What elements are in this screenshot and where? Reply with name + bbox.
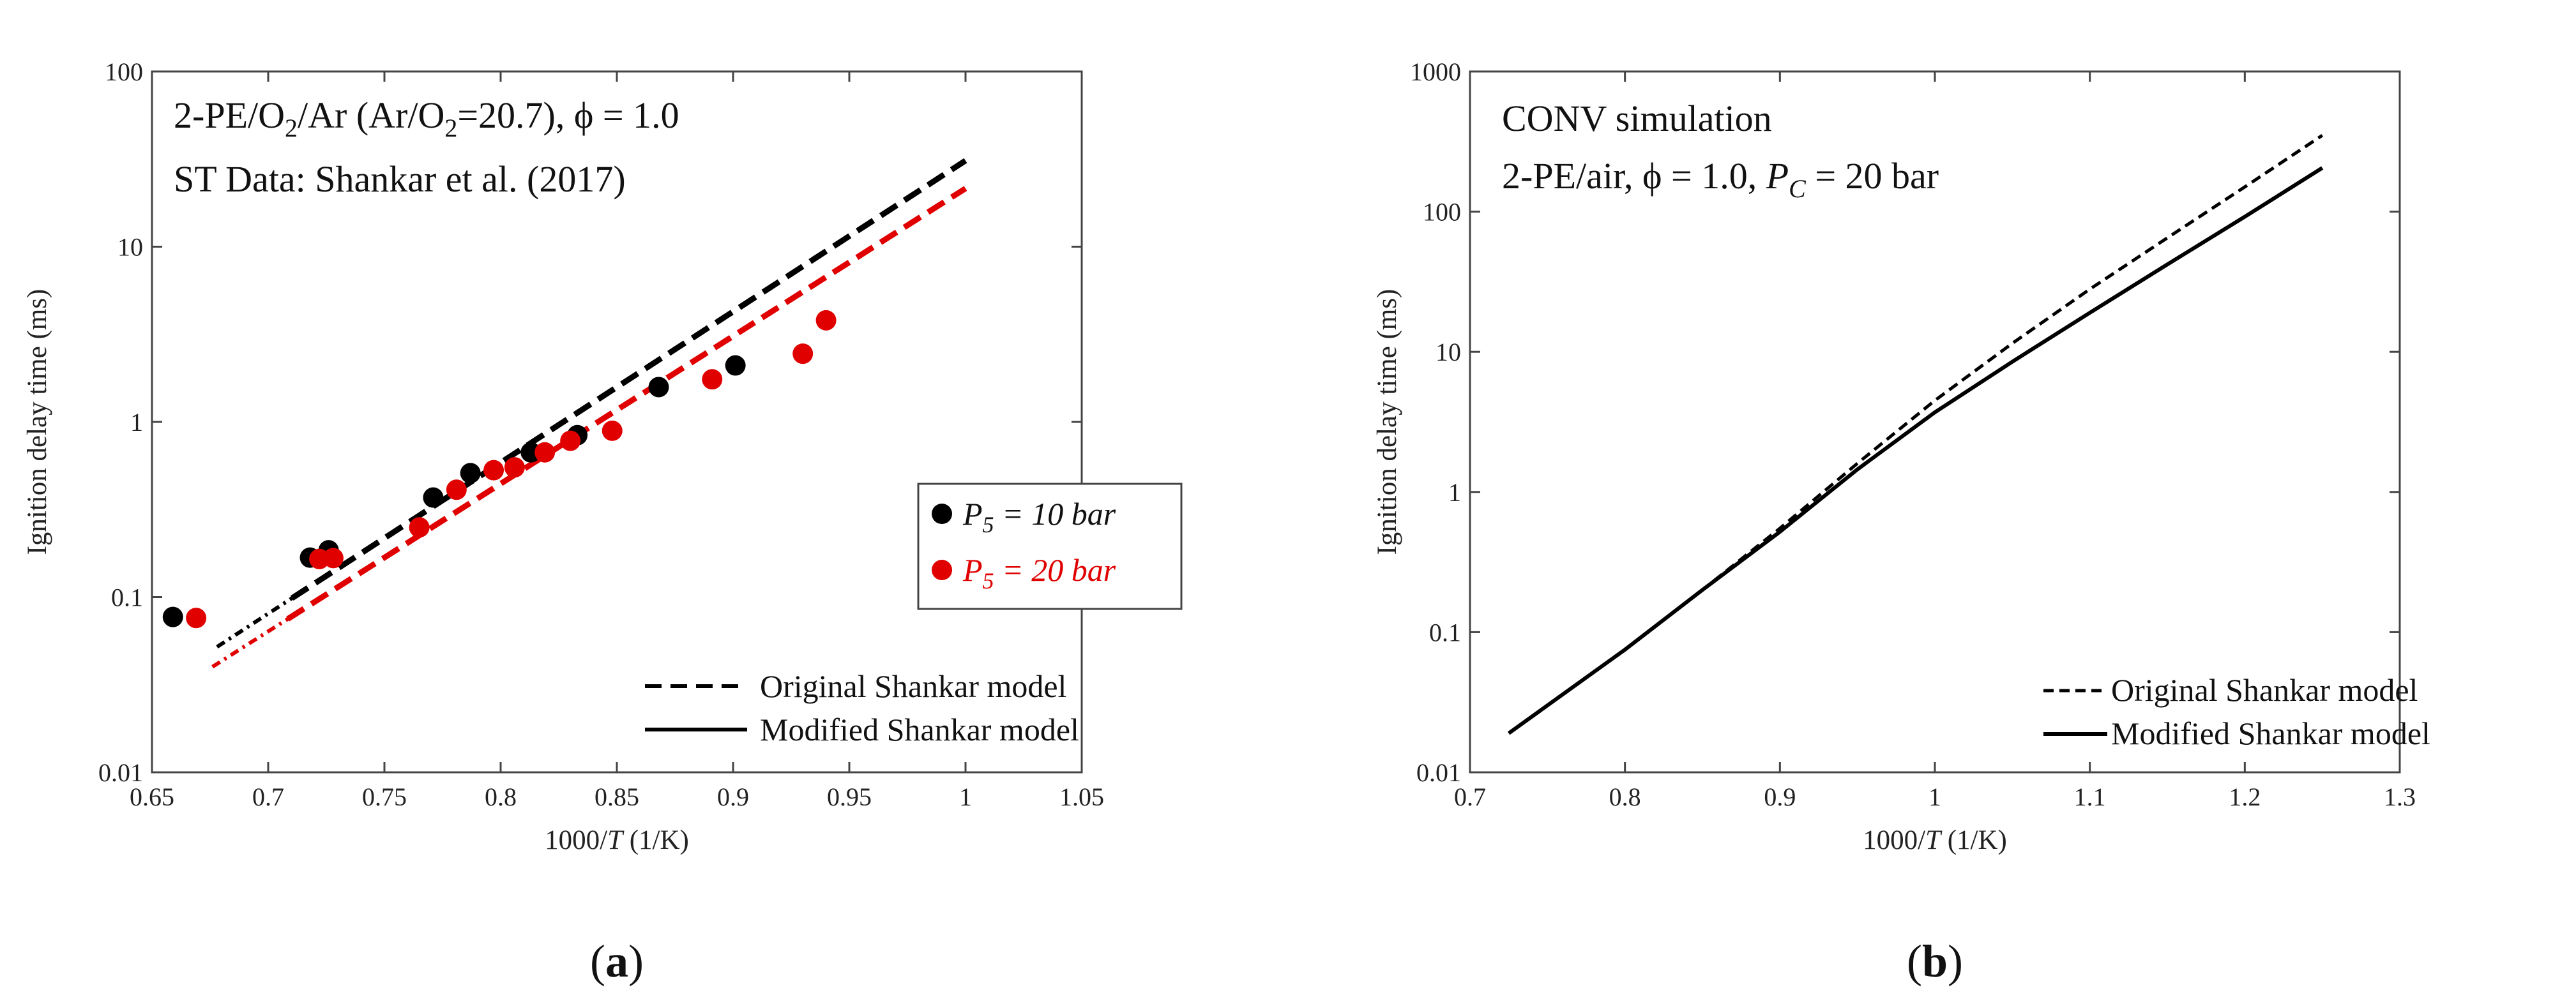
x-tick-label: 0.8 bbox=[1609, 783, 1641, 811]
panel-caption-b: (b) bbox=[1907, 936, 1963, 987]
data-point-20bar bbox=[504, 457, 525, 478]
data-point-20bar bbox=[186, 608, 207, 629]
legend-label-20bar: P5 = 20 bar bbox=[962, 552, 1116, 594]
y-tick-label: 1 bbox=[1448, 478, 1461, 507]
model-line-original-20bar-start bbox=[211, 617, 289, 669]
data-point-20bar bbox=[322, 548, 344, 569]
legend-label-10bar: P5 = 10 bar bbox=[962, 496, 1116, 537]
axis-ticks-a: 0.65 0.7 0.75 0.8 0.85 0.9 0.95 1 1.05 0.01 0.1 1 10… bbox=[98, 57, 1104, 811]
model-line-original-10bar-start bbox=[216, 596, 293, 648]
legend-marker-20bar bbox=[932, 560, 952, 580]
data-point-20bar bbox=[815, 310, 837, 331]
x-tick-label: 1 bbox=[1928, 783, 1941, 811]
y-tick-label: 0.1 bbox=[111, 583, 143, 612]
x-tick-label: 0.8 bbox=[485, 783, 517, 811]
data-point-20bar bbox=[702, 369, 723, 390]
annotation-conditions-b: 2-PE/air, ϕ = 1.0, PC = 20 bar bbox=[1502, 155, 1939, 203]
y-tick-label: 1 bbox=[130, 408, 143, 437]
x-tick-label: 0.9 bbox=[717, 783, 749, 811]
legend-marker-10bar bbox=[932, 504, 952, 524]
legend-label-original-a: Original Shankar model bbox=[760, 668, 1066, 704]
data-point-20bar bbox=[446, 479, 467, 500]
data-point-20bar bbox=[409, 517, 430, 538]
legend-label-modified-a: Modified Shankar model bbox=[760, 712, 1079, 747]
x-tick-label: 0.7 bbox=[252, 783, 284, 811]
x-axis-label-a: 1000/T (1/K) bbox=[545, 825, 689, 855]
x-tick-label: 0.95 bbox=[827, 783, 872, 811]
x-tick-label: 1.3 bbox=[2384, 783, 2416, 811]
data-point-10bar bbox=[162, 606, 183, 627]
model-lines-b bbox=[1507, 134, 2324, 735]
y-tick-label: 10 bbox=[1436, 338, 1461, 366]
y-tick-label: 100 bbox=[1423, 198, 1461, 227]
model-line-original-20bar bbox=[286, 186, 967, 622]
data-point-10bar bbox=[725, 355, 746, 376]
x-tick-label: 0.7 bbox=[1454, 783, 1486, 811]
data-point-20bar bbox=[792, 343, 814, 364]
legend-box-data-a bbox=[917, 483, 1183, 610]
legend-label-original-b: Original Shankar model bbox=[2111, 672, 2418, 708]
y-tick-label: 1000 bbox=[1410, 57, 1461, 86]
model-lines-a bbox=[211, 158, 967, 669]
x-tick-label: 1.2 bbox=[2229, 783, 2261, 811]
x-tick-label: 1.1 bbox=[2074, 783, 2106, 811]
data-point-20bar bbox=[534, 442, 556, 463]
y-tick-label: 100 bbox=[105, 57, 143, 86]
data-point-10bar bbox=[423, 487, 444, 508]
data-point-20bar bbox=[602, 420, 623, 441]
annotation-source-a: ST Data: Shankar et al. (2017) bbox=[174, 158, 626, 200]
data-points-a bbox=[162, 310, 837, 629]
data-point-20bar bbox=[560, 430, 581, 451]
y-axis-label-a: Ignition delay time (ms) bbox=[22, 289, 52, 555]
data-point-10bar bbox=[648, 377, 669, 398]
x-tick-label: 0.85 bbox=[595, 783, 639, 811]
x-tick-label: 1 bbox=[959, 783, 972, 811]
panel-b: 0.7 0.8 0.9 1 1.1 1.2 1.3 0.01 0.1 1 10 100 1000 CON… bbox=[1372, 57, 2430, 987]
y-tick-label: 10 bbox=[117, 233, 143, 262]
data-point-20bar bbox=[483, 460, 504, 481]
x-tick-label: 0.9 bbox=[1764, 783, 1796, 811]
annotation-simulation-b: CONV simulation bbox=[1502, 98, 1772, 139]
y-tick-label: 0.01 bbox=[98, 758, 143, 787]
y-tick-label: 0.01 bbox=[1416, 758, 1461, 787]
x-axis-label-b: 1000/T (1/K) bbox=[1863, 825, 2007, 855]
x-tick-label: 1.05 bbox=[1059, 783, 1104, 811]
panel-a: 0.65 0.7 0.75 0.8 0.85 0.9 0.95 1 1.05 0.01 0.1 1 10… bbox=[22, 57, 1183, 987]
model-line-original-10bar bbox=[290, 158, 967, 601]
y-tick-label: 0.1 bbox=[1429, 618, 1461, 647]
y-axis-label-b: Ignition delay time (ms) bbox=[1372, 289, 1402, 555]
model-line-modified-b bbox=[1507, 166, 2324, 735]
legend-label-modified-b: Modified Shankar model bbox=[2111, 716, 2430, 751]
x-tick-label: 0.75 bbox=[362, 783, 407, 811]
data-point-10bar bbox=[460, 463, 481, 484]
panel-caption-a: (a) bbox=[590, 936, 644, 987]
annotation-mixture-a: 2-PE/O2/Ar (Ar/O2=20.7), ϕ = 1.0 bbox=[174, 94, 679, 142]
axis-ticks-b: 0.7 0.8 0.9 1 1.1 1.2 1.3 0.01 0.1 1 10 100 1000 bbox=[1410, 57, 2416, 811]
x-tick-label: 0.65 bbox=[130, 783, 174, 811]
